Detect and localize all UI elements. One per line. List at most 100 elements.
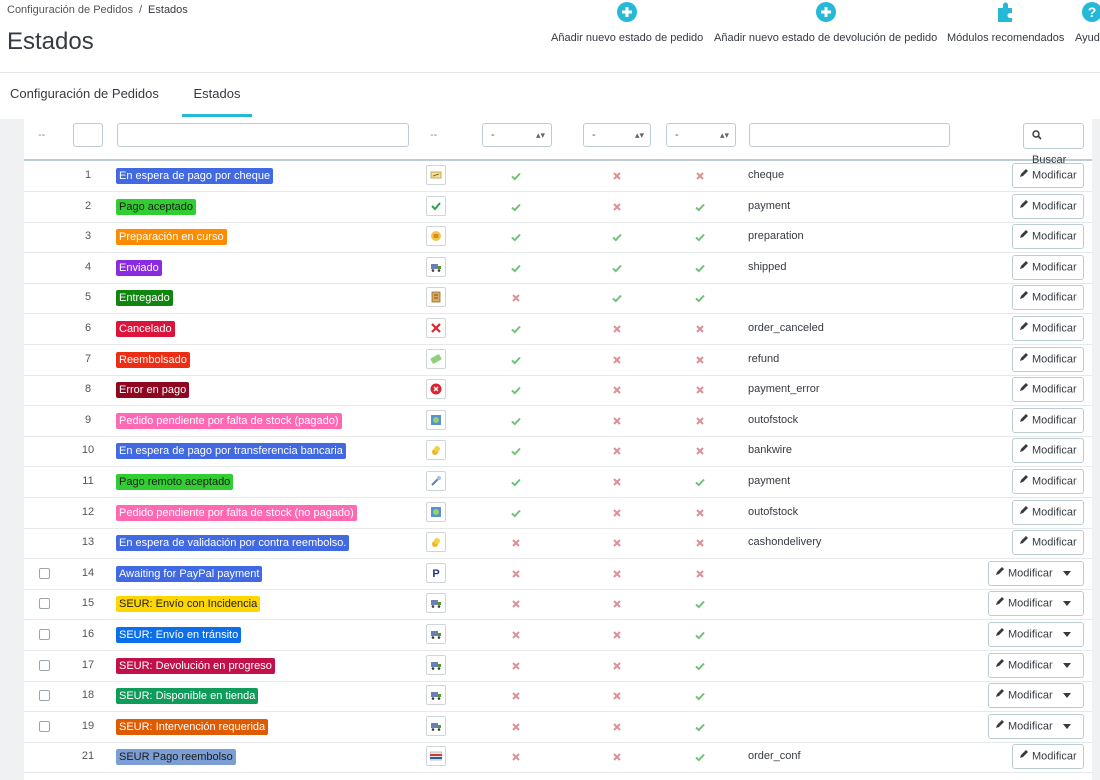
check-icon[interactable] (694, 659, 706, 671)
modify-button[interactable]: Modificar (988, 683, 1084, 709)
caret-down-icon[interactable] (1062, 601, 1071, 607)
cross-icon[interactable] (694, 536, 706, 548)
cross-icon[interactable] (611, 475, 623, 487)
table-row[interactable]: 14 Awaiting for PayPal payment P Modificar (24, 559, 1092, 590)
check-icon[interactable] (510, 353, 522, 365)
cross-icon[interactable] (694, 383, 706, 395)
table-row[interactable]: 12 Pedido pendiente por falta de stock (n… (24, 498, 1092, 529)
cross-icon[interactable] (611, 689, 623, 701)
check-icon[interactable] (510, 383, 522, 395)
table-row[interactable]: 1 En espera de pago por cheque cheque Modif… (24, 161, 1092, 192)
cross-icon[interactable] (694, 353, 706, 365)
modify-button[interactable]: Modificar (1012, 163, 1084, 188)
check-icon[interactable] (510, 169, 522, 181)
table-row[interactable]: 18 SEUR: Disponible en tienda Modificar (24, 681, 1092, 713)
cross-icon[interactable] (611, 536, 623, 548)
check-icon[interactable] (510, 506, 522, 518)
table-row[interactable]: 7 Reembolsado refund Modificar (24, 345, 1092, 376)
table-row[interactable]: 11 Pago remoto aceptado payment Modificar (24, 467, 1092, 498)
check-icon[interactable] (694, 750, 706, 762)
check-icon[interactable] (694, 200, 706, 212)
check-icon[interactable] (694, 475, 706, 487)
row-checkbox[interactable] (39, 720, 50, 732)
cross-icon[interactable] (510, 597, 522, 609)
table-row[interactable]: 13 En espera de validación por contra ree… (24, 528, 1092, 560)
check-icon[interactable] (611, 230, 623, 242)
check-icon[interactable] (510, 414, 522, 426)
check-icon[interactable] (510, 322, 522, 334)
cross-icon[interactable] (510, 689, 522, 701)
recommended-modules-button[interactable]: Módulos recomendados (947, 0, 1064, 44)
add-return-state-button[interactable]: Añadir nuevo estado de devolución de ped… (714, 0, 937, 44)
check-icon[interactable] (694, 230, 706, 242)
cross-icon[interactable] (694, 169, 706, 181)
row-checkbox[interactable] (39, 629, 50, 640)
table-row[interactable]: 21 SEUR Pago reembolso order_conf Modificar (24, 742, 1092, 774)
modify-button[interactable]: Modificar (1012, 224, 1084, 250)
cross-icon[interactable] (611, 567, 623, 579)
modify-button[interactable]: Modificar (1012, 316, 1084, 341)
cross-icon[interactable] (611, 628, 623, 640)
modify-button[interactable]: Modificar (1012, 530, 1084, 556)
cross-icon[interactable] (510, 720, 522, 732)
cross-icon[interactable] (694, 322, 706, 334)
table-row[interactable]: 19 SEUR: Intervención requerida Modificar (24, 712, 1092, 743)
check-icon[interactable] (510, 475, 522, 487)
cross-icon[interactable] (611, 506, 623, 518)
modify-button[interactable]: Modificar (988, 560, 1084, 586)
modify-button[interactable]: Modificar (1012, 469, 1084, 494)
cross-icon[interactable] (611, 322, 623, 334)
cross-icon[interactable] (611, 353, 623, 365)
modify-button[interactable]: Modificar (1012, 193, 1084, 219)
cross-icon[interactable] (611, 720, 623, 732)
cross-icon[interactable] (694, 444, 706, 456)
table-row[interactable]: 9 Pedido pendiente por falta de stock (pa… (24, 406, 1092, 437)
cross-icon[interactable] (510, 750, 522, 762)
filter-id-input[interactable] (73, 123, 103, 147)
caret-down-icon[interactable] (1062, 693, 1071, 699)
modify-button[interactable]: Modificar (1012, 346, 1084, 372)
table-row[interactable]: 8 Error en pago payment_error Modificar (24, 375, 1092, 407)
modify-button[interactable]: Modificar (1012, 254, 1084, 280)
breadcrumb-parent[interactable]: Configuración de Pedidos (7, 4, 133, 16)
cross-icon[interactable] (611, 659, 623, 671)
modify-button[interactable]: Modificar (1012, 285, 1084, 311)
cross-icon[interactable] (611, 597, 623, 609)
modify-button[interactable]: Modificar (988, 622, 1084, 647)
check-icon[interactable] (510, 230, 522, 242)
check-icon[interactable] (694, 628, 706, 640)
modify-button[interactable]: Modificar (988, 713, 1084, 739)
check-icon[interactable] (694, 689, 706, 701)
row-checkbox[interactable] (39, 690, 50, 702)
cross-icon[interactable] (510, 291, 522, 303)
tab-order-configuration[interactable]: Configuración de Pedidos (10, 86, 159, 101)
caret-down-icon[interactable] (1062, 570, 1071, 576)
cross-icon[interactable] (611, 444, 623, 456)
filter-invoice-select[interactable]: - ▴▾ (666, 123, 736, 147)
table-row[interactable]: 17 SEUR: Devolución en progreso Modificar (24, 651, 1092, 682)
table-row[interactable]: 15 SEUR: Envío con Incidencia Modificar (24, 589, 1092, 621)
check-icon[interactable] (694, 261, 706, 273)
check-icon[interactable] (510, 444, 522, 456)
add-order-state-button[interactable]: Añadir nuevo estado de pedido (551, 0, 703, 44)
caret-down-icon[interactable] (1062, 662, 1071, 668)
tab-states[interactable]: Estados (182, 73, 252, 117)
caret-down-icon[interactable] (1062, 632, 1071, 637)
row-checkbox[interactable] (39, 598, 50, 610)
check-icon[interactable] (510, 261, 522, 273)
filter-send-email-select[interactable]: - ▴▾ (482, 123, 552, 147)
modify-button[interactable]: Modificar (1012, 499, 1084, 525)
table-row[interactable]: 5 Entregado Modificar (24, 283, 1092, 315)
cross-icon[interactable] (611, 750, 623, 762)
cross-icon[interactable] (611, 200, 623, 212)
search-button[interactable]: Buscar (1023, 123, 1084, 166)
table-row[interactable]: 6 Cancelado order_canceled Modificar (24, 314, 1092, 345)
check-icon[interactable] (694, 720, 706, 732)
help-button[interactable]: ? Ayuda (1075, 0, 1100, 44)
cross-icon[interactable] (694, 414, 706, 426)
cross-icon[interactable] (611, 414, 623, 426)
table-row[interactable]: 4 Enviado shipped Modificar (24, 253, 1092, 284)
modify-button[interactable]: Modificar (1012, 377, 1084, 403)
cross-icon[interactable] (510, 659, 522, 671)
cross-icon[interactable] (694, 567, 706, 579)
